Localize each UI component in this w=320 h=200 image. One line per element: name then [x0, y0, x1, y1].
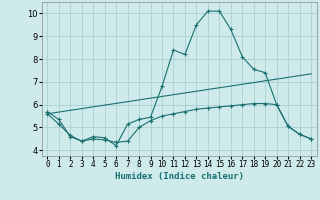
X-axis label: Humidex (Indice chaleur): Humidex (Indice chaleur) [115, 172, 244, 181]
